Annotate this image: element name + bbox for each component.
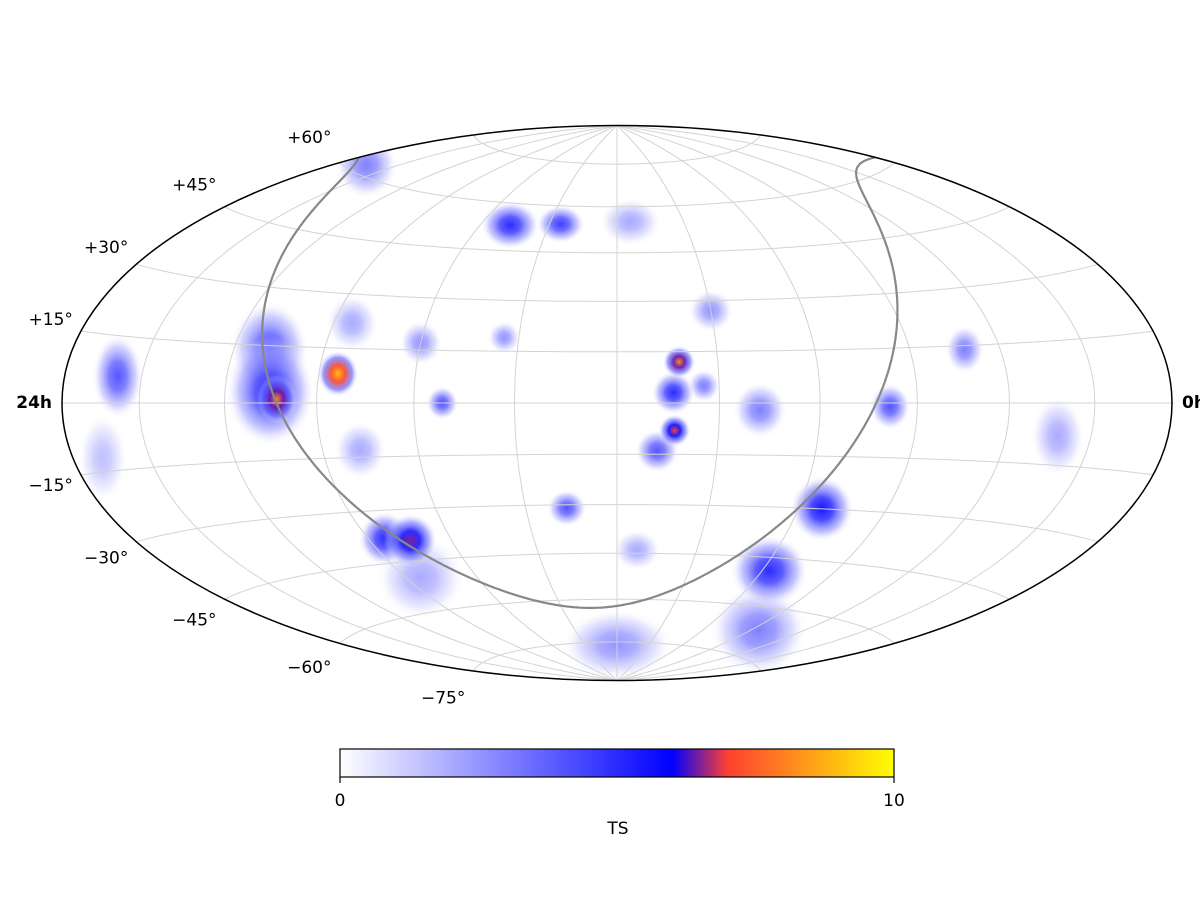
parallel bbox=[224, 552, 1010, 600]
ts-source bbox=[599, 197, 662, 246]
parallel bbox=[472, 641, 762, 672]
ts-source bbox=[662, 345, 696, 379]
ts-source bbox=[536, 204, 586, 244]
ts-source bbox=[710, 584, 808, 676]
parallel bbox=[80, 330, 1154, 353]
ts-map bbox=[78, 131, 1085, 681]
y-tick-label: −60° bbox=[287, 658, 331, 678]
ts-source bbox=[546, 489, 587, 527]
y-tick-label: +45° bbox=[172, 176, 216, 196]
galactic-plane bbox=[261, 156, 899, 609]
parallel bbox=[339, 162, 895, 208]
parallel bbox=[224, 206, 1010, 254]
ts-source bbox=[487, 321, 521, 354]
parallel bbox=[80, 453, 1154, 476]
ts-source bbox=[1031, 396, 1085, 476]
ts-source bbox=[326, 294, 379, 352]
axis-labels: 24h 0h +60° +45° +30° +15° −15° −30° −45° −60° −75… bbox=[16, 128, 1200, 709]
ts-source bbox=[317, 350, 359, 398]
colorbar: 0 10 bbox=[335, 748, 905, 811]
ts-source bbox=[92, 333, 144, 419]
parallel bbox=[472, 134, 762, 165]
ts-source bbox=[869, 383, 911, 431]
colorbar-label: TS bbox=[606, 819, 628, 839]
ts-source bbox=[334, 421, 387, 479]
x-tick-label: 0h bbox=[1182, 393, 1200, 413]
ts-source bbox=[480, 200, 540, 250]
ts-source bbox=[733, 382, 787, 438]
colorbar-tick-label: 0 bbox=[335, 791, 346, 811]
colorbar-bar bbox=[339, 748, 895, 778]
y-tick-label: −15° bbox=[29, 476, 73, 496]
y-tick-label: −45° bbox=[172, 610, 216, 630]
ts-source bbox=[335, 131, 398, 199]
ts-source bbox=[613, 529, 661, 571]
ts-source bbox=[687, 369, 721, 403]
y-tick-label: +60° bbox=[287, 128, 331, 148]
ts-source bbox=[658, 413, 691, 447]
parallel bbox=[136, 504, 1098, 543]
grid bbox=[62, 125, 1172, 681]
galactic-plane-line bbox=[261, 156, 899, 609]
colorbar-tick-label: 10 bbox=[883, 791, 905, 811]
y-tick-label: −75° bbox=[421, 688, 465, 708]
parallel bbox=[339, 598, 895, 644]
y-tick-label: +30° bbox=[84, 238, 128, 258]
ts-source bbox=[78, 414, 128, 502]
ts-source bbox=[945, 325, 985, 374]
x-tick-label: 24h bbox=[16, 393, 52, 413]
ts-source bbox=[730, 534, 809, 607]
ts-source bbox=[651, 370, 696, 415]
sky-boundary bbox=[61, 124, 1173, 682]
y-tick-label: +15° bbox=[29, 310, 73, 330]
ts-source bbox=[383, 513, 438, 568]
y-tick-label: −30° bbox=[84, 548, 128, 568]
ts-source bbox=[256, 374, 297, 424]
